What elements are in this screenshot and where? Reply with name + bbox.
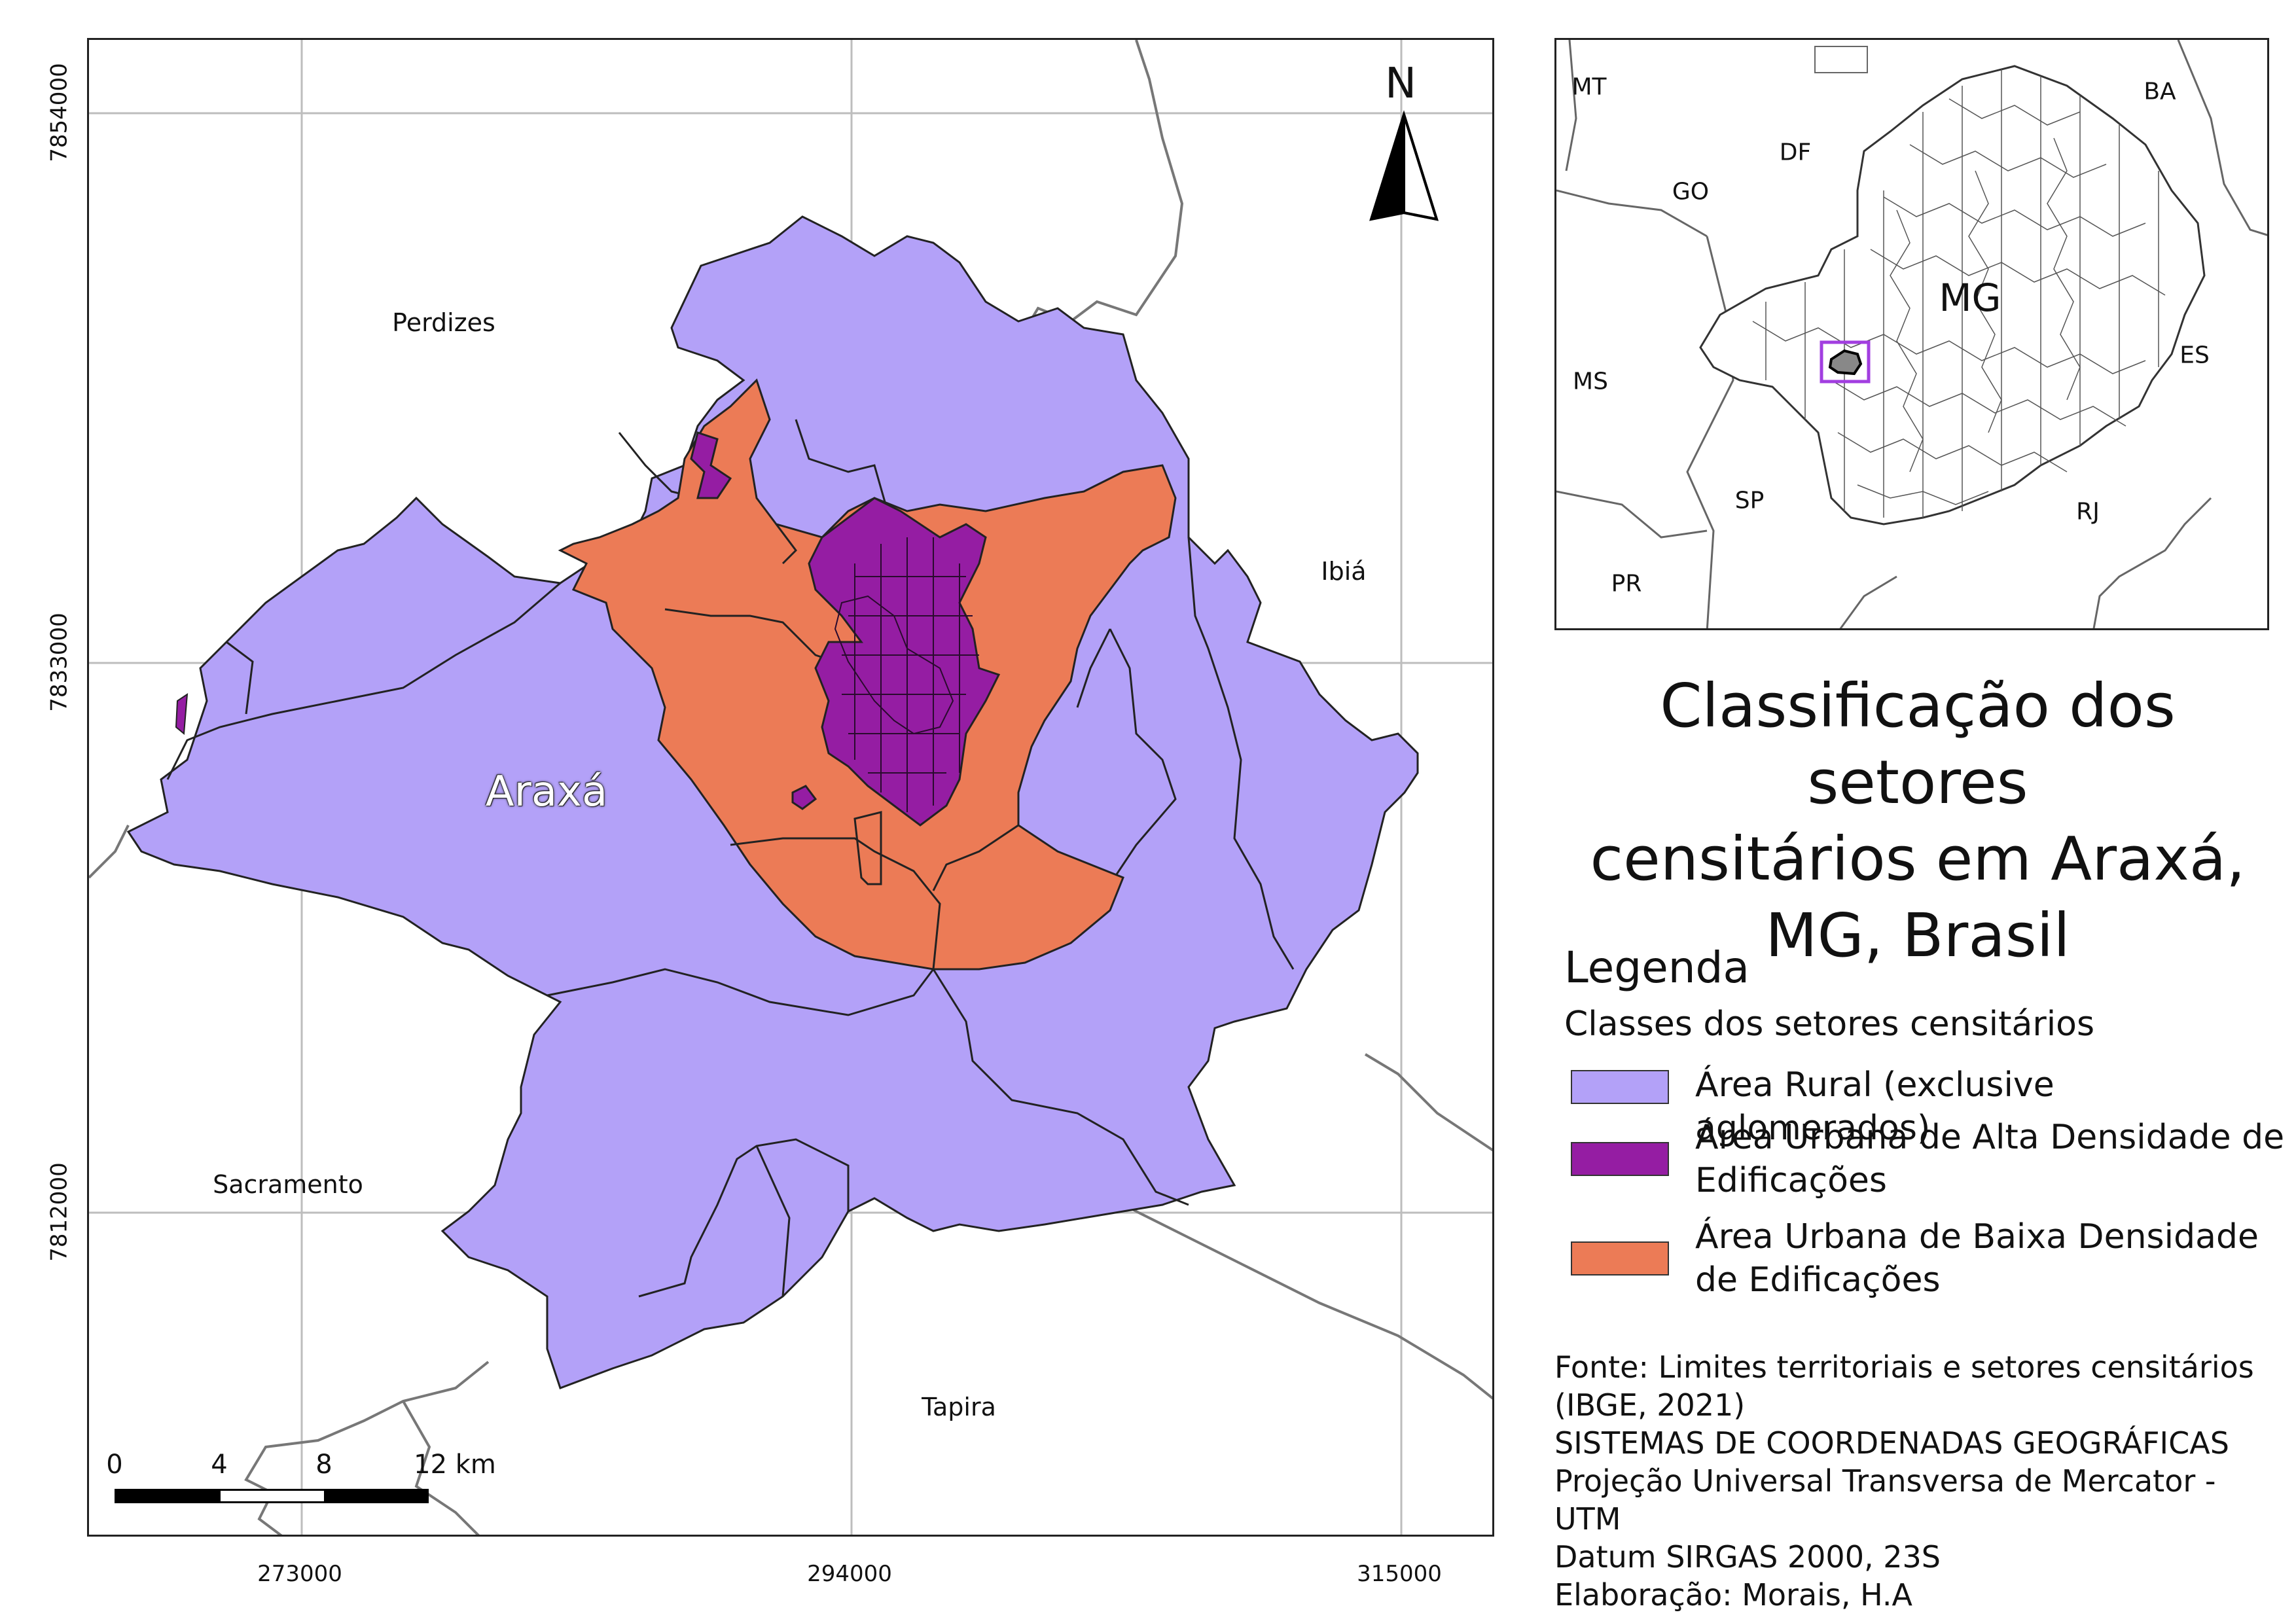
x-tick-315000: 315000 [1357, 1561, 1442, 1587]
inset-canvas [1556, 40, 2267, 628]
scale-segment-3 [324, 1489, 429, 1503]
legend-title: Legenda [1564, 942, 1749, 993]
scale-label-0: 0 [106, 1450, 123, 1480]
inset-label-mg: MG [1939, 276, 2001, 320]
legend-swatch-urban-low [1571, 1241, 1669, 1275]
north-arrow-icon [1369, 110, 1439, 221]
neighbor-label-tapira: Tapira [922, 1393, 996, 1421]
mg-state [1699, 65, 2206, 526]
neighbor-label-perdizes: Perdizes [392, 308, 495, 337]
legend-swatch-urban-high [1571, 1142, 1669, 1176]
x-tick-294000: 294000 [807, 1561, 892, 1587]
scale-label-4: 4 [211, 1450, 228, 1480]
neighbor-label-sacramento: Sacramento [213, 1170, 363, 1199]
north-letter: N [1385, 60, 1416, 108]
map-canvas [89, 40, 1492, 1535]
urban-low-sector-lines [664, 524, 1019, 970]
inset-label-rj: RJ [2076, 498, 2100, 526]
legend-item-rural: Área Rural (exclusive aglomerados) [1571, 1063, 2296, 1150]
y-tick-7854000: 7854000 [46, 63, 73, 162]
araxa-location-shape [1828, 349, 1863, 376]
inset-label-go: GO [1672, 178, 1710, 205]
map-title: Classificação dos setores censitários em… [1590, 671, 2246, 971]
legend-label-rural: Área Rural (exclusive aglomerados) [1695, 1065, 2054, 1148]
urban-high-patch-north [690, 431, 732, 499]
legend-label-urban-high: Área Urbana de Alta Densidade de Edifica… [1695, 1118, 2285, 1200]
inset-label-ba: BA [2144, 78, 2176, 105]
y-tick-7833000: 7833000 [46, 613, 73, 712]
neighbor-label-ibia: Ibiá [1321, 557, 1367, 586]
legend-subtitle: Classes dos setores censitários [1564, 1005, 2095, 1044]
araxa-location-box [1820, 340, 1871, 383]
scale-bar: 0 4 8 12 km [106, 1450, 496, 1508]
urban-high-patch-south [791, 785, 817, 810]
scale-segment-2 [219, 1489, 326, 1503]
urban-high-density-blocks [834, 595, 954, 735]
inset-label-ms: MS [1573, 368, 1608, 395]
rural-sector-lines [166, 419, 1295, 1298]
main-map [87, 38, 1494, 1537]
inset-label-df: DF [1779, 139, 1812, 166]
inset-label-sp: SP [1734, 487, 1765, 514]
scale-segment-1 [115, 1489, 221, 1503]
legend-item-urban-low: Área Urbana de Baixa Densidade de Edific… [1571, 1215, 2296, 1302]
municipality-label: Araxá [485, 768, 608, 816]
source-credits: Fonte: Limites territoriais e setores ce… [1554, 1349, 2254, 1613]
inset-label-pr: PR [1611, 570, 1642, 597]
inset-label-mt: MT [1571, 73, 1607, 101]
urban-high-patch-west [175, 693, 188, 735]
x-tick-273000: 273000 [257, 1561, 342, 1587]
inset-label-es: ES [2179, 342, 2210, 369]
legend-label-urban-low: Área Urbana de Baixa Densidade de Edific… [1695, 1217, 2259, 1300]
df-outline [1814, 46, 1868, 73]
scale-label-12: 12 km [414, 1450, 496, 1480]
scale-label-8: 8 [315, 1450, 332, 1480]
legend-item-urban-high: Área Urbana de Alta Densidade de Edifica… [1571, 1116, 2296, 1202]
inset-map [1554, 38, 2269, 630]
urban-high-block-grid [842, 537, 979, 812]
urban-high-density-area [808, 497, 1001, 827]
legend-swatch-rural [1571, 1070, 1669, 1104]
y-tick-7812000: 7812000 [46, 1162, 73, 1262]
